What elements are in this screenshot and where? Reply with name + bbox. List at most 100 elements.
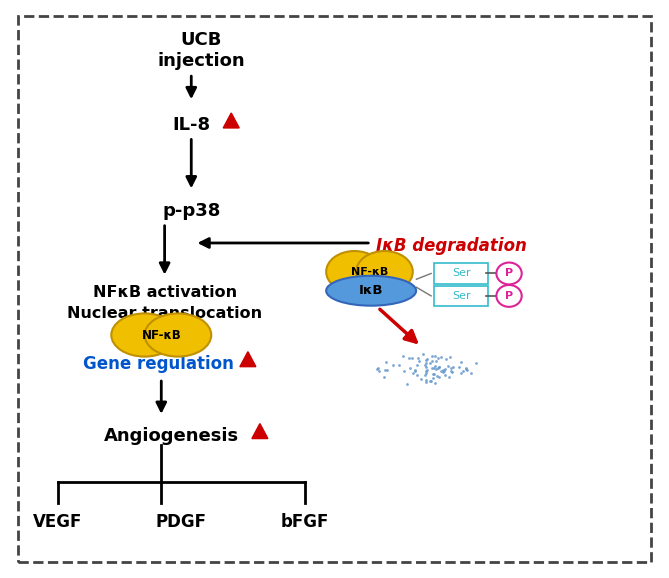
Point (461, 365, 472, 374)
Point (421, 358, 432, 368)
Point (388, 361, 399, 370)
Point (374, 366, 385, 376)
Point (411, 370, 422, 379)
Text: Angiogenesis: Angiogenesis (104, 427, 239, 444)
Point (444, 373, 454, 382)
Text: Ser: Ser (452, 291, 470, 301)
Text: Gene regulation: Gene regulation (82, 355, 233, 373)
Point (471, 359, 482, 368)
Point (458, 366, 468, 375)
Polygon shape (240, 351, 256, 366)
Point (399, 366, 409, 375)
Point (431, 365, 442, 374)
Point (409, 366, 420, 375)
Ellipse shape (326, 276, 416, 306)
Point (462, 365, 473, 374)
Point (427, 370, 438, 379)
Point (429, 369, 440, 379)
Point (446, 364, 456, 373)
Text: P: P (505, 268, 513, 279)
Point (440, 364, 451, 373)
Point (434, 362, 444, 372)
Ellipse shape (145, 313, 211, 357)
Point (407, 368, 418, 377)
Point (372, 365, 383, 374)
Point (425, 376, 436, 386)
Point (461, 363, 472, 372)
Point (441, 355, 452, 364)
Point (453, 363, 464, 372)
Point (432, 371, 442, 380)
Point (421, 377, 432, 387)
Point (417, 350, 428, 359)
Point (456, 368, 467, 377)
Point (425, 358, 436, 367)
Point (427, 357, 438, 366)
Point (421, 354, 432, 364)
Point (403, 354, 414, 363)
Point (414, 356, 425, 365)
Point (432, 364, 443, 373)
Point (379, 372, 389, 381)
Text: Ser: Ser (452, 268, 470, 279)
Text: PDGF: PDGF (156, 513, 207, 531)
Text: IκB: IκB (359, 284, 383, 297)
Point (433, 353, 444, 362)
Text: NFκB activation
Nuclear translocation: NFκB activation Nuclear translocation (67, 286, 262, 321)
Point (380, 366, 391, 375)
Point (431, 356, 442, 365)
Point (419, 370, 430, 380)
Text: bFGF: bFGF (280, 513, 328, 531)
Point (466, 368, 476, 377)
Point (421, 355, 432, 365)
Point (436, 366, 446, 376)
Circle shape (496, 262, 522, 284)
Point (442, 362, 453, 371)
Point (434, 362, 445, 372)
FancyBboxPatch shape (434, 263, 488, 284)
Point (438, 366, 449, 375)
Text: P: P (505, 291, 513, 301)
Point (381, 358, 391, 367)
Text: NF-κB: NF-κB (141, 328, 181, 342)
Point (373, 364, 384, 373)
Point (434, 373, 444, 382)
Point (429, 379, 440, 388)
Point (427, 364, 438, 373)
Point (405, 364, 415, 373)
Point (413, 354, 423, 363)
Text: IκB degradation: IκB degradation (376, 237, 527, 255)
Point (446, 366, 456, 376)
Ellipse shape (111, 313, 178, 357)
Text: NF-κB: NF-κB (351, 266, 389, 277)
Text: p-p38: p-p38 (162, 202, 221, 220)
Ellipse shape (326, 251, 383, 292)
Point (422, 365, 433, 374)
Point (436, 353, 446, 362)
Text: VEGF: VEGF (33, 513, 83, 531)
Point (448, 362, 458, 371)
Point (444, 352, 455, 361)
Point (407, 353, 418, 362)
Point (446, 367, 457, 376)
Point (397, 352, 408, 361)
Ellipse shape (356, 251, 413, 292)
Point (420, 366, 431, 375)
Point (440, 370, 451, 380)
Point (415, 375, 426, 384)
Point (382, 365, 393, 375)
FancyBboxPatch shape (434, 286, 488, 306)
Point (429, 351, 440, 361)
Polygon shape (223, 113, 240, 128)
Point (420, 376, 431, 385)
Point (421, 362, 432, 372)
Point (438, 367, 448, 376)
Text: UCB
injection: UCB injection (157, 31, 245, 70)
Text: IL-8: IL-8 (172, 116, 210, 134)
Circle shape (496, 285, 522, 307)
Point (394, 360, 405, 369)
Point (402, 379, 413, 388)
Point (419, 361, 430, 370)
Point (427, 373, 438, 383)
Point (456, 357, 466, 366)
